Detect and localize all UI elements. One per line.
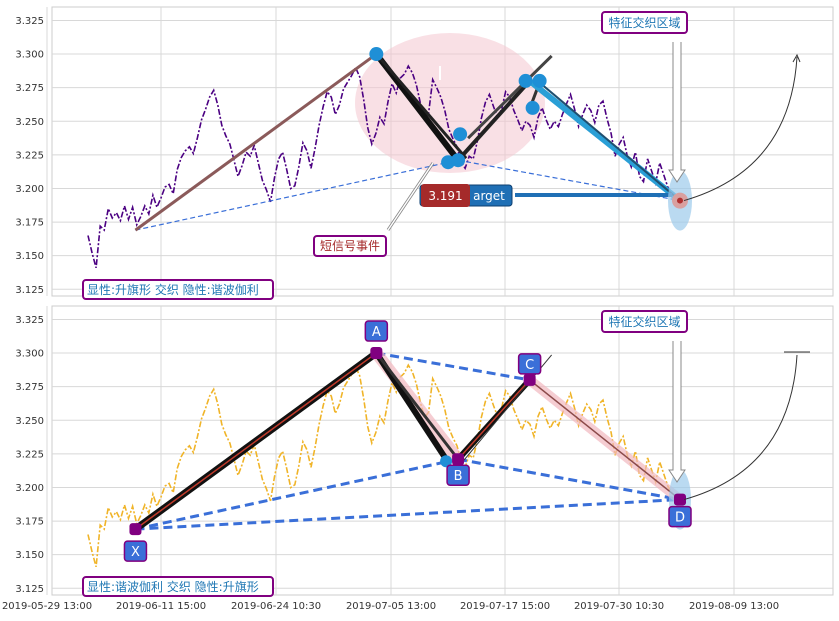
x-tick-label: 2019-07-17 15:00 xyxy=(460,601,550,612)
bottom-legend-text: 显性:谐波伽利 交织 隐性:升旗形 xyxy=(87,579,259,594)
b-side-dot xyxy=(440,455,453,468)
leg-ab-top-2 xyxy=(375,53,468,160)
zone-arrow-bottom xyxy=(668,341,686,483)
y-tick-label: 3.225 xyxy=(15,150,44,161)
signal-label: 短信号事件 xyxy=(313,235,387,257)
y-tick-label: 3.200 xyxy=(15,184,44,195)
leg-xa-top xyxy=(134,52,378,232)
leg-ab-2 xyxy=(375,352,460,461)
top-legend-text: 显性:升旗形 交织 隐性:谐波伽利 xyxy=(87,282,259,297)
pivot-marker-b xyxy=(452,453,465,466)
y-tick-label: 3.175 xyxy=(15,517,44,528)
y-tick-label: 3.150 xyxy=(15,251,44,262)
leg-cd-top-2 xyxy=(536,80,681,202)
y-tick-label: 3.200 xyxy=(15,483,44,494)
y-tick-label: 3.250 xyxy=(15,416,44,427)
point-label-x: X xyxy=(131,545,140,560)
y-tick-label: 3.275 xyxy=(15,382,44,393)
x-tick-labels: 2019-05-29 13:00 2019-06-11 15:00 2019-06-… xyxy=(2,601,779,612)
zone-arrow xyxy=(668,42,686,183)
x-tick-label: 2019-06-11 15:00 xyxy=(116,601,206,612)
point-label-d: D xyxy=(675,511,685,526)
x-tick-label: 2019-07-05 13:00 xyxy=(346,601,436,612)
point-label-box-c xyxy=(517,353,542,375)
point-label-box-b xyxy=(446,464,470,486)
x-tick-label: 2019-05-29 13:00 xyxy=(2,601,92,612)
top-zone-label: 特征交织区域 xyxy=(601,11,688,34)
point-label-a: A xyxy=(372,325,381,340)
target-value: 3.191 xyxy=(428,189,462,203)
projection-arrowhead xyxy=(792,53,801,63)
dash-line-xb xyxy=(135,159,459,231)
y-tick-label: 3.150 xyxy=(15,550,44,561)
leg-xa-core xyxy=(135,352,377,530)
zone-ellipse xyxy=(355,33,545,173)
y-tick-label: 3.300 xyxy=(15,50,44,61)
pivot-dot xyxy=(518,73,533,88)
point-label-box-a xyxy=(364,320,389,342)
pivot-dot xyxy=(532,73,547,88)
bottom-zone-label: 特征交织区域 xyxy=(601,310,688,333)
price-line-bottom xyxy=(87,363,681,568)
y-tick-label: 3.175 xyxy=(15,218,44,229)
bottom-legend-label: 显性:谐波伽利 交织 隐性:升旗形 xyxy=(82,576,274,597)
d-center xyxy=(677,197,683,204)
projection-curve-bottom xyxy=(683,354,798,501)
top-legend-label: 显性:升旗形 交织 隐性:谐波伽利 xyxy=(82,279,274,300)
target-label: arget 3.191 xyxy=(419,184,513,207)
pivot-marker-x xyxy=(129,523,142,536)
y-tick-label: 3.125 xyxy=(15,285,44,296)
y-tick-label: 3.250 xyxy=(15,117,44,128)
y-tick-label: 3.300 xyxy=(15,349,44,360)
y-tick-label: 3.275 xyxy=(15,83,44,94)
top-zone-text: 特征交织区域 xyxy=(608,15,680,30)
leg-bc-top xyxy=(456,79,532,162)
target-text: arget xyxy=(473,189,505,203)
top-panel-plot xyxy=(87,33,801,269)
leg-bc-top-2 xyxy=(467,54,553,140)
pivot-dot xyxy=(453,127,468,142)
dash-xd xyxy=(135,498,681,531)
signal-text: 短信号事件 xyxy=(320,239,380,253)
point-label-box-d xyxy=(668,505,692,528)
pivot-marker-c xyxy=(523,373,536,386)
point-label-c: C xyxy=(525,358,534,373)
pivot-dot xyxy=(525,100,540,115)
leg-ab xyxy=(373,351,451,464)
dash-ac xyxy=(376,351,530,382)
y-tick-labels: 3.125 3.150 3.175 3.200 3.225 3.250 3.275 3.300… xyxy=(15,16,44,595)
y-tick-label: 3.225 xyxy=(15,449,44,460)
projection-curve xyxy=(683,56,798,202)
pivot-marker-d xyxy=(674,493,686,506)
pivot-dot xyxy=(369,47,384,62)
signal-arrow-inner xyxy=(387,162,434,231)
point-label-box-x xyxy=(123,540,148,562)
leg-cd xyxy=(529,379,681,501)
dash-bd xyxy=(457,457,681,502)
x-tick-label: 2019-06-24 10:30 xyxy=(231,601,321,612)
leg-bc-core xyxy=(457,379,531,460)
y-tick-label: 3.325 xyxy=(15,315,44,326)
bottom-panel-plot: X A B C D xyxy=(87,320,810,568)
y-tick-label: 3.325 xyxy=(15,16,44,27)
y-tick-label: 3.125 xyxy=(15,584,44,595)
pivot-marker-a xyxy=(370,347,383,360)
pivot-dot xyxy=(451,153,466,168)
x-tick-label: 2019-07-30 10:30 xyxy=(574,601,664,612)
x-tick-label: 2019-08-09 13:00 xyxy=(689,601,779,612)
price-line-top xyxy=(87,64,681,269)
bottom-zone-text: 特征交织区域 xyxy=(608,314,680,329)
point-label-b: B xyxy=(454,469,463,484)
